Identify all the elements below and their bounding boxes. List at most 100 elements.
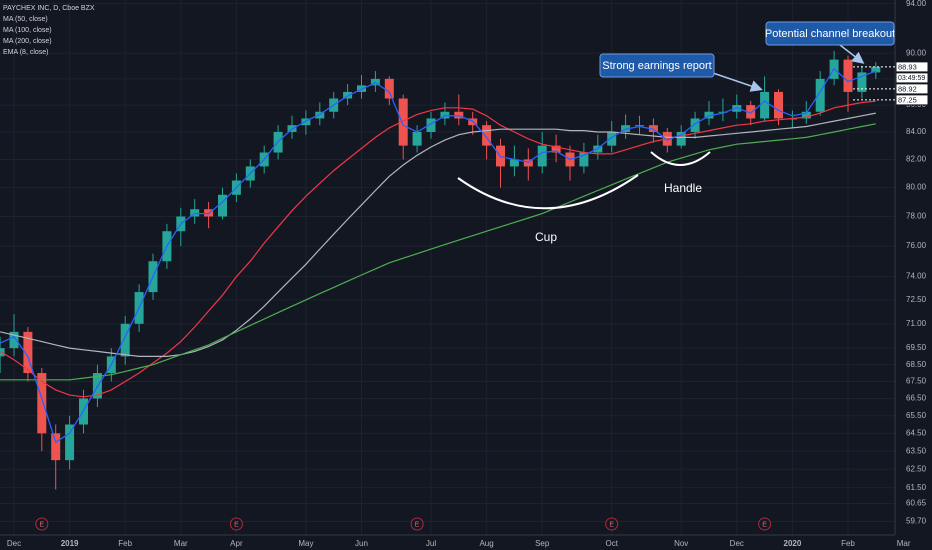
ma-line <box>0 100 876 398</box>
x-tick-label: Aug <box>479 539 493 548</box>
ma-line <box>0 112 876 357</box>
candle-body <box>384 78 394 99</box>
y-tick-label: 82.00 <box>906 155 927 164</box>
y-tick-label: 60.65 <box>906 499 927 508</box>
y-tick-label: 80.00 <box>906 183 927 192</box>
cup-curve <box>457 174 639 210</box>
event-label: E <box>609 521 614 528</box>
x-tick-label: Apr <box>230 539 243 548</box>
candle-body <box>746 105 756 119</box>
candle-body <box>51 433 61 461</box>
event-marker <box>35 517 49 531</box>
y-tick-label: 72.50 <box>906 295 927 304</box>
ma-line <box>0 67 877 444</box>
y-tick-label: 64.50 <box>906 428 927 437</box>
candle-body <box>704 111 714 119</box>
x-tick-label: 2019 <box>61 539 79 548</box>
x-tick-label: Mar <box>897 539 911 548</box>
candle-body <box>760 91 770 119</box>
candle-body <box>774 91 783 119</box>
event-label: E <box>39 521 44 528</box>
handle-curve <box>650 151 711 166</box>
event-marker <box>229 517 243 531</box>
y-tick-label: 94.00 <box>906 0 927 8</box>
y-tick-label: 62.50 <box>906 464 927 473</box>
candle-body <box>871 66 881 73</box>
candle-body <box>537 145 547 167</box>
y-tick-label: 84.00 <box>906 127 927 136</box>
countdown-box <box>895 72 929 84</box>
candle-body <box>120 323 130 357</box>
y-tick-label: 59.70 <box>906 517 927 526</box>
y-tick-label: 76.00 <box>906 241 927 250</box>
price-label: 87.25 <box>898 95 917 104</box>
y-tick-label: 67.50 <box>906 377 927 386</box>
y-tick-label: 69.50 <box>906 343 927 352</box>
candle-body <box>37 373 47 434</box>
price-label: 88.92 <box>898 84 917 93</box>
x-tick-label: 2020 <box>784 539 802 548</box>
y-tick-label: 61.50 <box>906 483 927 492</box>
price-label-box <box>895 61 929 73</box>
event-label: E <box>762 521 767 528</box>
x-tick-label: Dec <box>7 539 21 548</box>
legend-entry: MA (50, close) <box>3 16 48 23</box>
price-label: 88.93 <box>898 62 917 71</box>
x-tick-label: May <box>298 539 313 548</box>
y-tick-label: 68.50 <box>906 360 927 369</box>
legend-entry: MA (200, close) <box>3 38 52 45</box>
candle-body <box>607 131 617 146</box>
x-tick-label: Jun <box>355 539 368 548</box>
candle-body <box>635 125 644 127</box>
grid <box>0 0 905 535</box>
ma-line <box>0 123 876 381</box>
countdown: 03:49:59 <box>898 75 925 82</box>
candle-body <box>551 145 561 153</box>
candle-body <box>190 209 200 217</box>
y-tick-label: 71.00 <box>906 319 927 328</box>
candle-body <box>523 159 533 167</box>
price-label-box <box>895 94 929 106</box>
axes: 59.70 60.65 61.50 62.50 63.50 64.50 65.50 66.50… <box>7 0 929 548</box>
candle-body <box>454 111 464 119</box>
event-label: E <box>234 521 239 528</box>
event-marker <box>410 517 424 531</box>
candle-body <box>857 72 867 92</box>
candle-body <box>412 131 422 146</box>
x-tick-label: Mar <box>174 539 188 548</box>
y-tick-label: 63.50 <box>906 446 927 455</box>
candle-body <box>801 111 811 119</box>
candle-body <box>815 78 825 112</box>
callout-arrow <box>839 44 865 64</box>
callout-text: Potential channel breakout <box>765 28 895 40</box>
y-tick-label: 74.00 <box>906 272 927 281</box>
y-tick-label: 65.50 <box>906 411 927 420</box>
x-tick-label: Nov <box>674 539 688 548</box>
y-tick-label: 90.00 <box>906 48 927 57</box>
chart-title: PAYCHEX INC, D, Cboe BZX <box>3 5 95 12</box>
candle-body <box>9 331 19 349</box>
candle-body <box>426 118 436 132</box>
handle-label: Handle <box>664 181 702 195</box>
x-tick-label: Jul <box>426 539 436 548</box>
candle-body <box>65 424 75 461</box>
candle-body <box>23 331 33 374</box>
cup-label: Cup <box>535 230 557 244</box>
event-label: E <box>415 521 420 528</box>
x-tick-label: Dec <box>730 539 744 548</box>
candle-body <box>843 59 853 92</box>
callout-box <box>599 53 715 78</box>
callout-text: Strong earnings report <box>602 60 711 72</box>
callout-box <box>765 21 895 46</box>
y-tick-label: 78.00 <box>906 212 927 221</box>
candle-body <box>509 159 519 167</box>
x-tick-label: Feb <box>118 539 132 548</box>
candle-body <box>676 131 686 146</box>
x-tick-label: Sep <box>535 539 550 548</box>
candle-body <box>690 118 700 132</box>
candle-body <box>218 194 227 217</box>
candle-body <box>482 125 492 146</box>
candle-body <box>579 152 589 167</box>
